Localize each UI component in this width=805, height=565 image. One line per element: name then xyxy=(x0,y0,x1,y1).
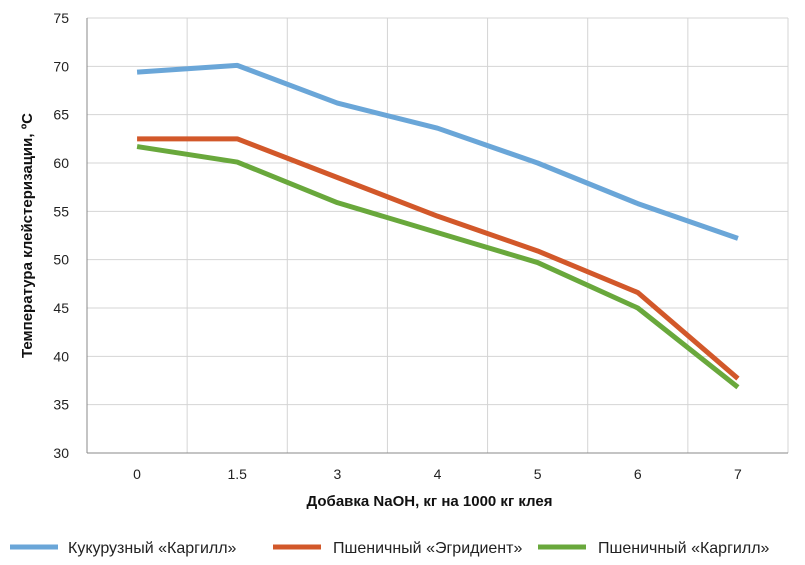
y-tick-label: 35 xyxy=(53,397,69,413)
x-axis-title: Добавка NaOH, кг на 1000 кг клея xyxy=(307,493,553,510)
series-line-3 xyxy=(136,144,740,390)
y-tick-label: 55 xyxy=(53,203,69,219)
legend-label: Пшеничный «Каргилл» xyxy=(598,540,770,557)
x-tick-label: 6 xyxy=(634,466,642,482)
y-tick-label: 40 xyxy=(53,348,69,364)
series-lines xyxy=(136,62,740,390)
legend-label: Пшеничный «Эгридиент» xyxy=(333,540,522,557)
y-tick-label: 70 xyxy=(53,58,69,74)
y-tick-labels: 30 35 40 45 50 55 60 65 70 75 xyxy=(53,10,69,461)
x-tick-labels: 0 1.5 3 4 5 6 7 xyxy=(133,466,742,482)
x-tick-label: 0 xyxy=(133,466,141,482)
y-tick-label: 75 xyxy=(53,10,69,26)
grid xyxy=(86,17,789,454)
y-tick-label: 65 xyxy=(53,107,69,123)
x-tick-label: 5 xyxy=(534,466,542,482)
series-line-1 xyxy=(136,62,739,241)
legend-label: Кукурузный «Каргилл» xyxy=(68,540,237,557)
axes xyxy=(86,18,788,454)
x-tick-label: 1.5 xyxy=(227,466,247,482)
x-tick-label: 4 xyxy=(434,466,442,482)
y-tick-label: 45 xyxy=(53,300,69,316)
x-tick-label: 7 xyxy=(734,466,742,482)
series-line-2 xyxy=(137,136,740,381)
y-axis-title: Температура клейстеризации, ºС xyxy=(19,113,36,358)
y-tick-label: 50 xyxy=(53,252,69,268)
y-tick-label: 30 xyxy=(53,445,69,461)
x-tick-label: 3 xyxy=(333,466,341,482)
y-tick-label: 60 xyxy=(53,155,69,171)
legend: Кукурузный «Каргилл» Пшеничный «Эгридиент… xyxy=(10,540,770,557)
